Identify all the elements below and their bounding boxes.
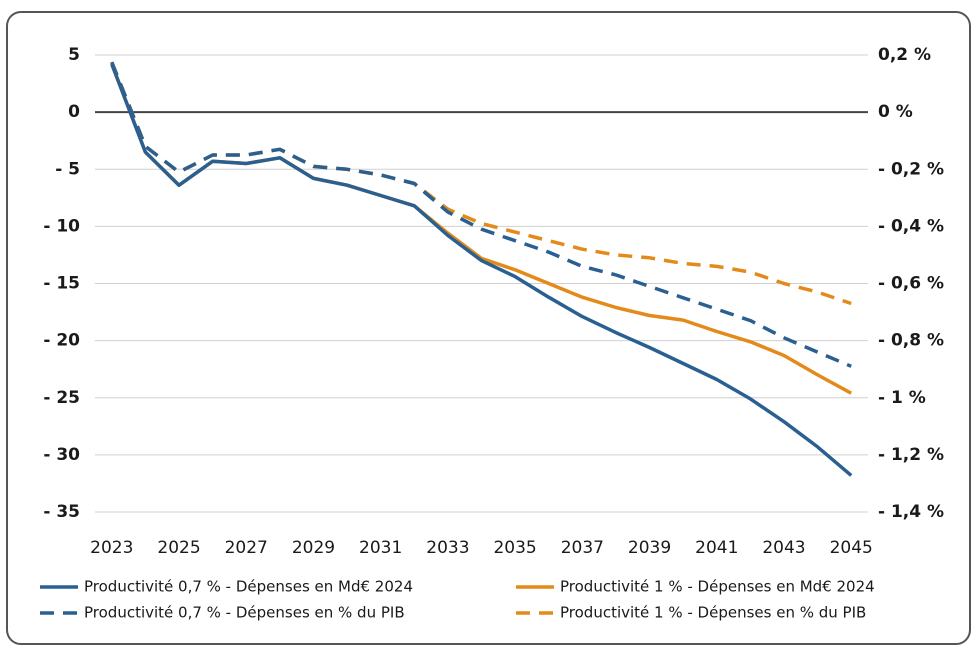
y-tick-label: - 25: [43, 388, 80, 408]
legend-label: Productivité 0,7 % - Dépenses en Md€ 202…: [84, 578, 413, 596]
series-line: [110, 63, 853, 477]
y-tick-label: - 30: [43, 445, 80, 465]
x-tick-label: 2039: [628, 538, 671, 558]
y-tick-label: - 15: [43, 274, 80, 294]
legend-label: Productivité 1 % - Dépenses en Md€ 2024: [560, 578, 875, 596]
x-tick-label: 2029: [292, 538, 335, 558]
y2-tick-label: 0,2 %: [878, 45, 931, 65]
y-tick-label: 5: [68, 45, 80, 65]
x-tick-label: 2041: [695, 538, 738, 558]
x-tick-label: 2033: [426, 538, 469, 558]
x-tick-label: 2023: [90, 538, 133, 558]
y2-tick-label: - 0,4 %: [878, 216, 944, 236]
y2-tick-label: - 1,4 %: [878, 502, 944, 522]
x-tick-label: 2043: [762, 538, 805, 558]
frame: [6, 11, 971, 645]
x-tick-label: 2025: [157, 538, 200, 558]
x-tick-label: 2045: [830, 538, 873, 558]
y2-tick-label: - 0,2 %: [878, 159, 944, 179]
y2-tick-label: - 0,6 %: [878, 274, 944, 294]
legend-label: Productivité 1 % - Dépenses en % du PIB: [560, 604, 866, 622]
legend-label: Productivité 0,7 % - Dépenses en % du PI…: [84, 604, 405, 622]
y2-tick-label: - 1,2 %: [878, 445, 944, 465]
y-tick-label: - 10: [43, 216, 80, 236]
y-tick-label: - 5: [55, 159, 80, 179]
x-tick-label: 2035: [493, 538, 536, 558]
x-tick-label: 2031: [359, 538, 402, 558]
x-tick-label: 2027: [225, 538, 268, 558]
series-line: [110, 61, 852, 368]
y2-tick-label: - 1 %: [878, 388, 926, 408]
y2-tick-label: - 0,8 %: [878, 331, 944, 351]
y2-tick-label: 0 %: [878, 102, 913, 122]
x-tick-label: 2037: [561, 538, 604, 558]
y-tick-label: - 35: [43, 502, 80, 522]
y-tick-label: 0: [68, 102, 80, 122]
y-tick-label: - 20: [43, 331, 80, 351]
